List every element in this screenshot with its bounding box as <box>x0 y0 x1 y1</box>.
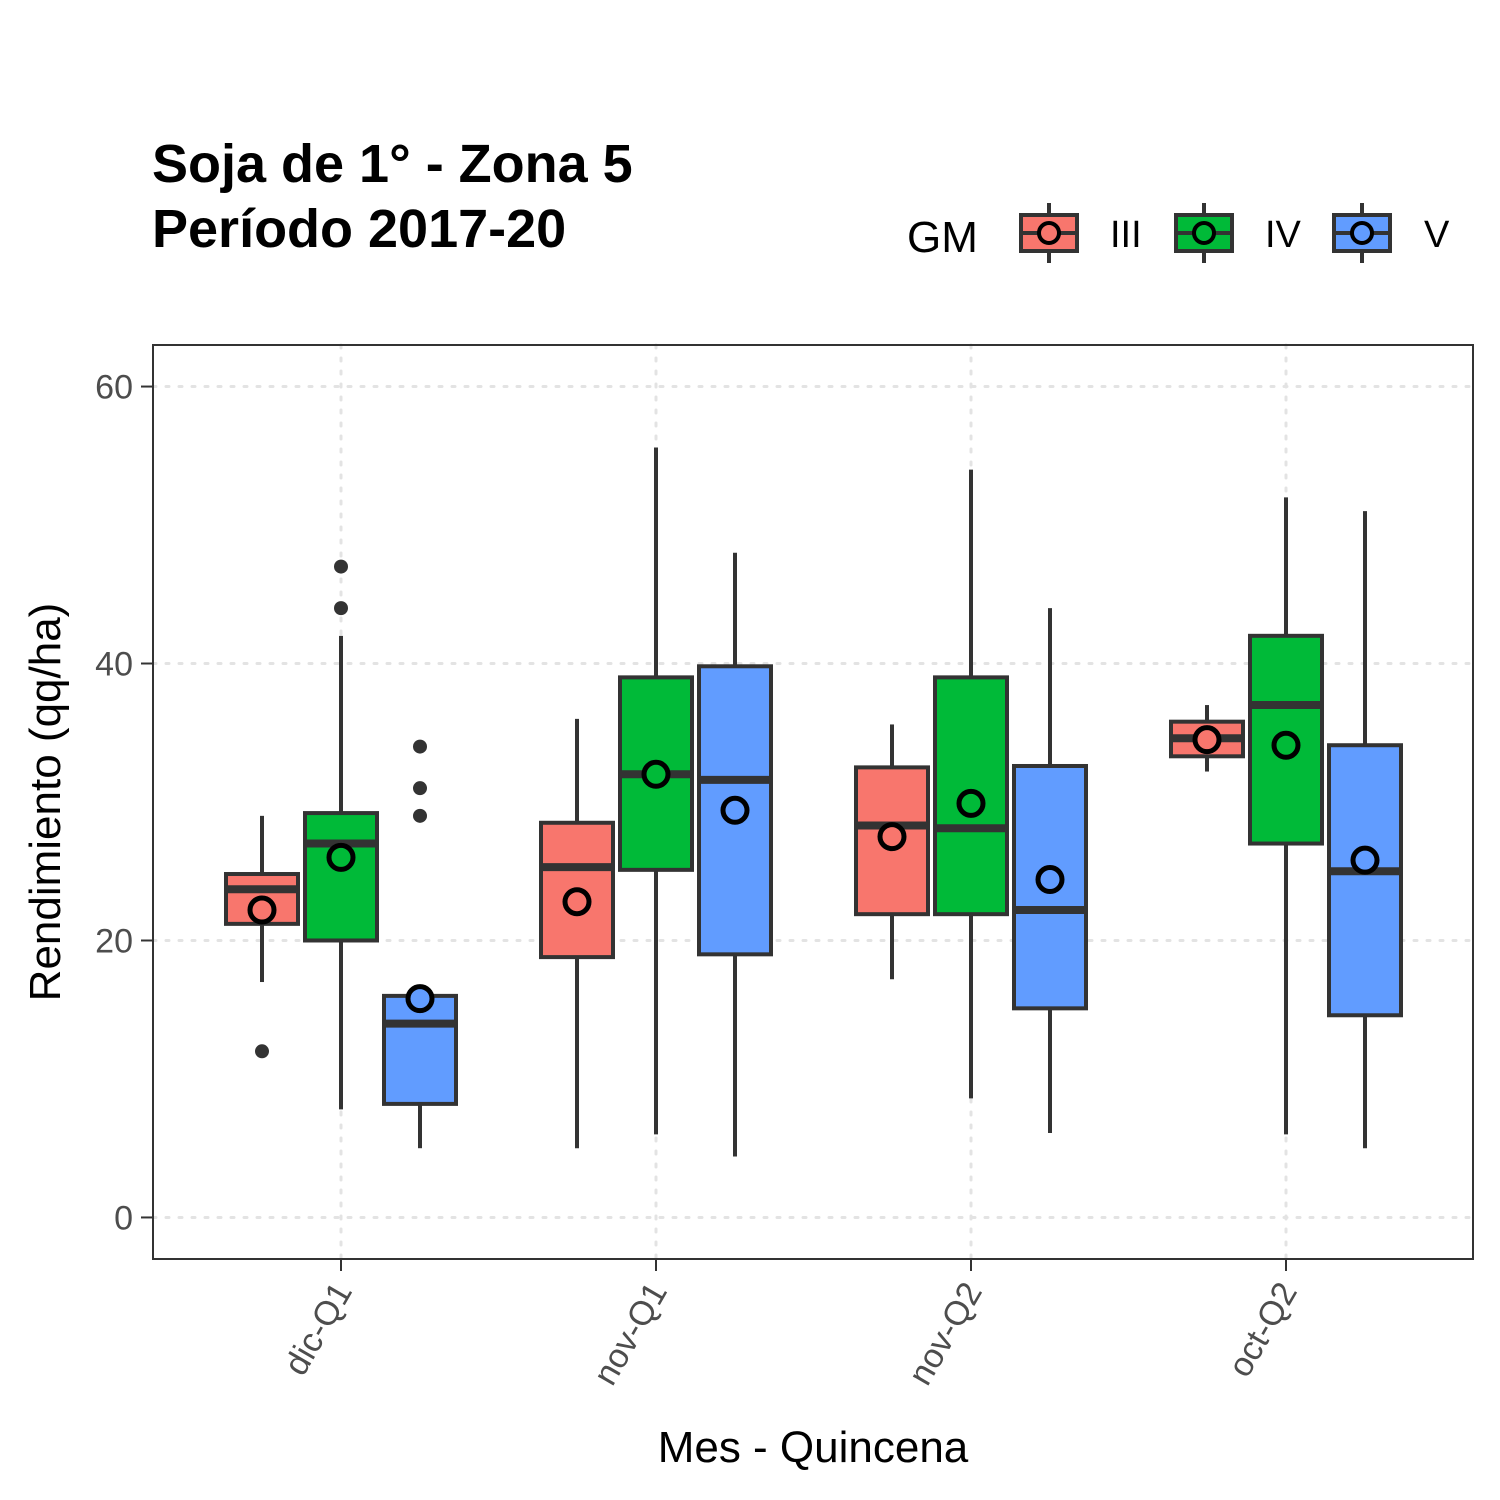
mean-point <box>1350 845 1380 875</box>
box-III-nov-Q2 <box>854 724 930 980</box>
mean-point <box>1035 865 1065 895</box>
outlier-point <box>255 1044 269 1059</box>
chart-title-line-1: Soja de 1° - Zona 5 <box>152 134 633 194</box>
mean-point <box>956 788 986 818</box>
mean-point <box>877 822 907 852</box>
box-V-dic-Q1 <box>382 739 458 1149</box>
box-body <box>382 993 458 1106</box>
x-axis-title: Mes - Quincena <box>658 1423 969 1472</box>
box-III-nov-Q1 <box>539 718 615 1149</box>
y-axis: 0 20 40 60 <box>95 369 153 1237</box>
box-body <box>697 664 773 957</box>
category-group-oct-Q2 <box>1169 497 1403 1149</box>
box-IV-dic-Q1 <box>303 559 379 1110</box>
legend-key-mean <box>1192 221 1216 245</box>
mean-point <box>720 795 750 825</box>
mean-point <box>562 887 592 917</box>
box-groups <box>224 447 1403 1157</box>
mean-point <box>326 842 356 872</box>
box-III-oct-Q2 <box>1169 705 1245 772</box>
legend-item-III: III <box>1019 203 1142 263</box>
y-tick-label: 60 <box>95 369 133 407</box>
box-V-nov-Q1 <box>697 552 773 1157</box>
legend-item-V: V <box>1332 203 1450 263</box>
category-group-nov-Q2 <box>854 469 1088 1133</box>
y-tick-label: 0 <box>114 1199 133 1237</box>
plot-panel-border <box>152 344 1474 1260</box>
mean-point <box>1271 730 1301 760</box>
legend-item-IV: IV <box>1174 203 1302 263</box>
legend-label: V <box>1424 214 1450 256</box>
box-IV-oct-Q2 <box>1248 497 1324 1135</box>
legend-label: IV <box>1265 214 1302 256</box>
chart-title-line-2: Período 2017-20 <box>152 199 566 259</box>
outlier-point <box>334 559 348 574</box>
box-III-dic-Q1 <box>224 815 300 1059</box>
y-tick-label: 20 <box>95 922 133 960</box>
legend: GM III IV V <box>907 203 1450 263</box>
legend-key-mean <box>1037 221 1061 245</box>
category-group-dic-Q1 <box>224 559 458 1149</box>
box-body <box>1327 743 1403 1018</box>
box-IV-nov-Q1 <box>618 447 694 1135</box>
y-tick-label: 40 <box>95 646 133 684</box>
box-V-nov-Q2 <box>1012 608 1088 1133</box>
category-group-nov-Q1 <box>539 447 773 1157</box>
outlier-point <box>413 808 427 823</box>
box-IV-nov-Q2 <box>933 469 1009 1099</box>
box-body <box>303 811 379 943</box>
mean-point <box>405 984 435 1014</box>
outlier-point <box>413 739 427 754</box>
box-V-oct-Q2 <box>1327 511 1403 1149</box>
y-axis-title: Rendimiento (qq/ha) <box>21 603 70 1002</box>
mean-point <box>1192 725 1222 755</box>
legend-key-mean <box>1350 221 1374 245</box>
legend-label: III <box>1110 214 1142 256</box>
outlier-point <box>413 781 427 796</box>
outlier-point <box>334 601 348 616</box>
mean-point <box>247 895 277 925</box>
mean-point <box>641 759 671 789</box>
legend-title: GM <box>907 213 978 262</box>
